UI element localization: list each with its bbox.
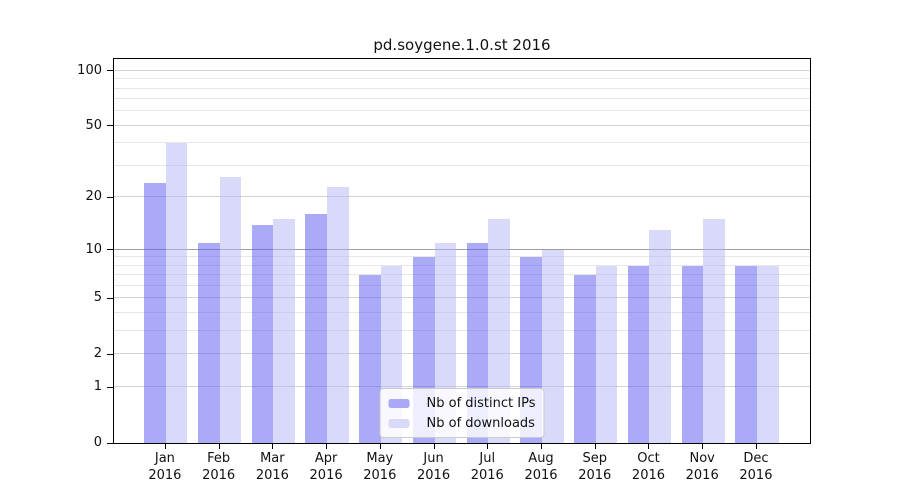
bar-distinct-ips-may [359, 275, 381, 443]
x-tick-mark [755, 444, 757, 449]
gridline-minor [114, 274, 810, 276]
x-tick-label: Mar 2016 [255, 451, 289, 483]
y-tick-label: 1 [93, 379, 102, 395]
gridline-emphasis [114, 248, 810, 250]
bar-distinct-ips-sep [574, 275, 596, 443]
gridline-minor [114, 110, 810, 112]
gridline-minor [114, 264, 810, 266]
x-tick-label: Jan 2016 [148, 451, 182, 483]
bar-distinct-ips-mar [251, 224, 274, 443]
bar-downloads-jan [165, 143, 188, 443]
gridline-minor [114, 78, 810, 80]
gridline-major [114, 69, 810, 71]
x-tick-mark [272, 444, 274, 449]
x-tick-label: Aug 2016 [524, 451, 558, 483]
legend: Nb of distinct IPs Nb of downloads [379, 388, 545, 438]
x-tick-label: Apr 2016 [309, 451, 343, 483]
x-tick-mark [541, 444, 542, 449]
y-tick-label: 0 [93, 435, 102, 450]
y-tick-label: 5 [93, 290, 102, 306]
bar-distinct-ips-jan [144, 183, 166, 443]
gridline-major [114, 353, 810, 355]
y-tick-label: 50 [85, 117, 102, 133]
x-tick-mark [326, 444, 328, 449]
y-tick-mark [107, 386, 113, 388]
gridline-major [114, 196, 810, 198]
x-tick-mark [433, 444, 435, 449]
y-tick-mark [107, 70, 113, 72]
gridline-major [114, 124, 810, 126]
bar-distinct-ips-nov [681, 265, 704, 443]
x-tick-label: Jul 2016 [470, 451, 504, 483]
bar-distinct-ips-oct [627, 265, 650, 443]
x-tick-label: Dec 2016 [739, 451, 773, 483]
x-tick-mark [702, 444, 704, 449]
gridline-minor [114, 164, 810, 166]
bar-downloads-apr [327, 186, 349, 443]
y-tick-label: 100 [77, 62, 102, 78]
gridline-major [114, 386, 810, 388]
legend-label-distinct-ips: Nb of distinct IPs [426, 395, 536, 411]
x-tick-mark [218, 444, 220, 449]
gridline-minor [114, 330, 810, 332]
y-tick-mark [107, 353, 113, 355]
x-tick-mark [379, 444, 381, 449]
bar-distinct-ips-feb [198, 242, 220, 443]
y-tick-label: 20 [85, 189, 102, 205]
bar-downloads-nov [703, 219, 725, 443]
gridline-minor [114, 87, 810, 89]
x-tick-label: Jun 2016 [417, 451, 451, 483]
bar-downloads-aug [542, 249, 564, 443]
y-tick-label: 2 [93, 346, 102, 362]
gridline-minor [114, 142, 810, 144]
y-tick-mark [107, 297, 113, 299]
bar-distinct-ips-dec [735, 265, 757, 443]
gridline-minor [114, 98, 810, 100]
legend-label-downloads: Nb of downloads [426, 415, 535, 431]
x-tick-mark [164, 444, 166, 449]
x-tick-label: Sep 2016 [578, 451, 612, 483]
plot-area: Nb of distinct IPs Nb of downloads [113, 58, 811, 444]
bar-downloads-jul [488, 219, 510, 443]
gridline-major [114, 297, 810, 299]
x-tick-label: Feb 2016 [202, 451, 236, 483]
legend-swatch-downloads [388, 418, 410, 428]
legend-swatch-distinct-ips [388, 398, 410, 408]
gridline-minor [114, 256, 810, 258]
legend-item-distinct-ips: Nb of distinct IPs [388, 394, 536, 412]
x-tick-label: Oct 2016 [631, 451, 666, 483]
y-tick-mark [107, 125, 113, 127]
x-tick-mark [594, 444, 596, 449]
x-tick-mark [648, 444, 650, 449]
y-tick-mark [107, 196, 113, 198]
x-tick-label: Nov 2016 [685, 451, 719, 483]
legend-item-downloads: Nb of downloads [388, 414, 536, 432]
chart-title: pd.soygene.1.0.st 2016 [373, 36, 551, 54]
y-tick-label: 10 [85, 241, 102, 257]
bar-downloads-sep [595, 265, 618, 443]
bar-downloads-mar [273, 219, 295, 443]
gridline-minor [114, 312, 810, 314]
bar-downloads-feb [219, 177, 242, 443]
y-tick-mark [107, 249, 113, 251]
y-tick-mark [107, 442, 113, 444]
x-tick-label: May 2016 [363, 451, 397, 483]
bar-distinct-ips-apr [305, 214, 328, 443]
bar-downloads-oct [649, 230, 672, 443]
gridline-minor [114, 285, 810, 287]
x-tick-mark [487, 444, 489, 449]
bar-downloads-dec [756, 265, 779, 443]
